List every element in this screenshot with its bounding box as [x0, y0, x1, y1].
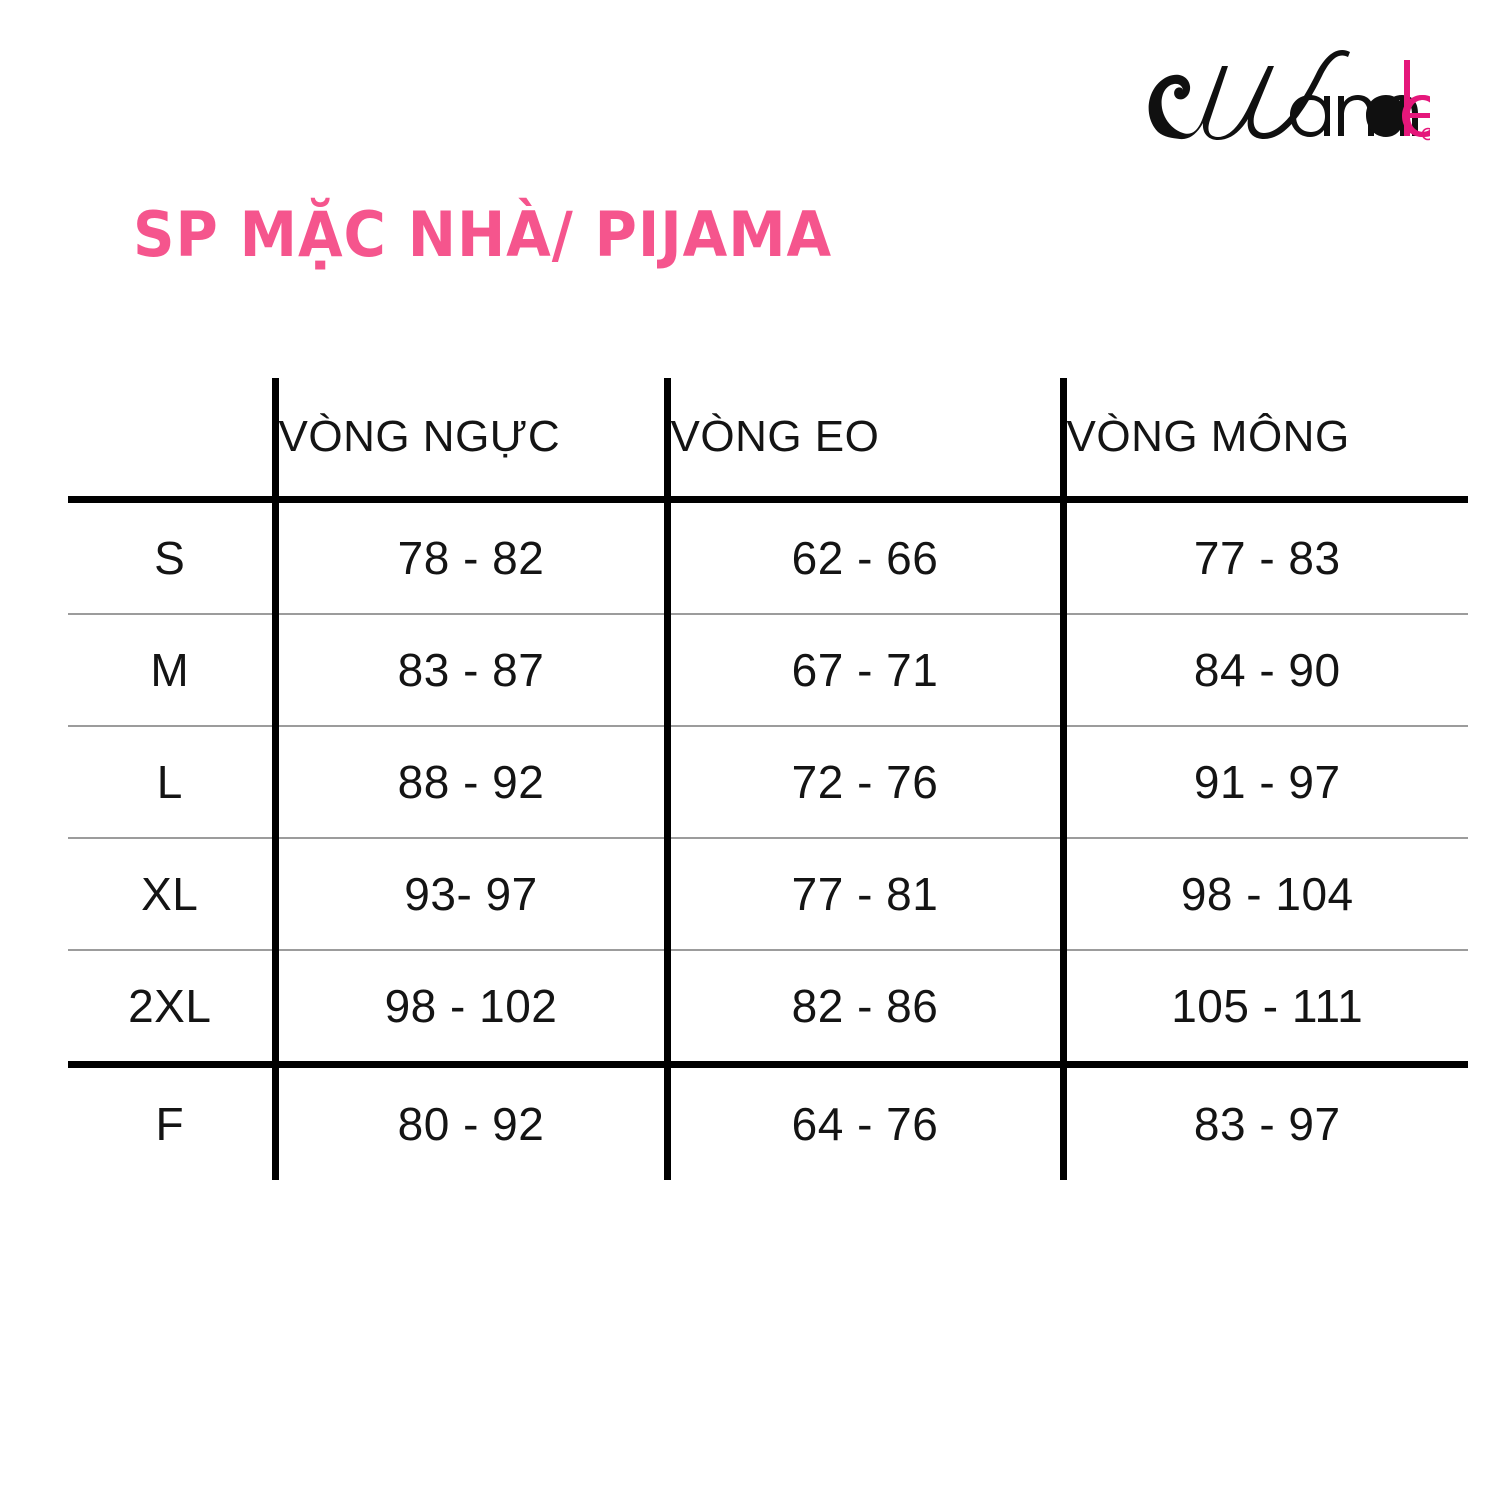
size-chart-table: VÒNG NGỰC VÒNG EO VÒNG MÔNG S 78 - 82 62… — [68, 378, 1468, 1180]
cell-hip: 83 - 97 — [1059, 1064, 1468, 1180]
table-row: 2XL 98 - 102 82 - 86 105 - 111 — [68, 950, 1468, 1068]
table-header-row: VÒNG NGỰC VÒNG EO VÒNG MÔNG — [68, 378, 1468, 503]
cell-size: L — [68, 726, 275, 839]
cell-hip: 91 - 97 — [1059, 726, 1468, 839]
cell-waist: 64 - 76 — [663, 1064, 1063, 1180]
cell-size: M — [68, 614, 275, 727]
cell-hip: 77 - 83 — [1059, 499, 1468, 615]
brand-logo — [1140, 40, 1430, 160]
cell-chest: 93- 97 — [271, 838, 667, 951]
cell-hip: 105 - 111 — [1059, 950, 1468, 1068]
cell-chest: 83 - 87 — [271, 614, 667, 727]
cell-waist: 62 - 66 — [663, 499, 1063, 615]
cell-chest: 80 - 92 — [271, 1064, 667, 1180]
wannabe-logo-icon — [1148, 50, 1430, 141]
cell-waist: 67 - 71 — [663, 614, 1063, 727]
table-row: F 80 - 92 64 - 76 83 - 97 — [68, 1064, 1468, 1180]
cell-waist: 82 - 86 — [663, 950, 1063, 1068]
cell-waist: 77 - 81 — [663, 838, 1063, 951]
header-hip: VÒNG MÔNG — [1059, 378, 1468, 503]
table-row: XL 93- 97 77 - 81 98 - 104 — [68, 838, 1468, 951]
cell-size: 2XL — [68, 950, 275, 1068]
cell-hip: 84 - 90 — [1059, 614, 1468, 727]
cell-size: S — [68, 499, 275, 615]
page-title: SP MẶC NHÀ/ PIJAMA — [133, 198, 833, 271]
table-row: L 88 - 92 72 - 76 91 - 97 — [68, 726, 1468, 839]
table-row: S 78 - 82 62 - 66 77 - 83 — [68, 499, 1468, 615]
header-chest: VÒNG NGỰC — [271, 378, 667, 503]
header-size-blank — [68, 378, 275, 503]
cell-chest: 98 - 102 — [271, 950, 667, 1068]
cell-waist: 72 - 76 — [663, 726, 1063, 839]
table-row: M 83 - 87 67 - 71 84 - 90 — [68, 614, 1468, 727]
cell-size: F — [155, 1098, 185, 1150]
cell-hip: 98 - 104 — [1059, 838, 1468, 951]
cell-chest: 78 - 82 — [271, 499, 667, 615]
cell-size: XL — [68, 838, 275, 951]
cell-chest: 88 - 92 — [271, 726, 667, 839]
header-waist: VÒNG EO — [663, 378, 1063, 503]
